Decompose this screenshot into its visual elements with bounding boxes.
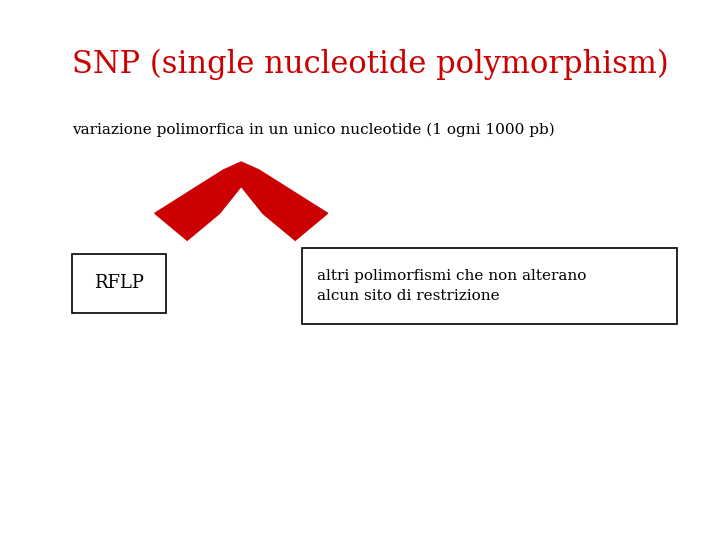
Text: SNP (single nucleotide polymorphism): SNP (single nucleotide polymorphism): [72, 49, 669, 80]
Polygon shape: [155, 162, 328, 240]
FancyBboxPatch shape: [302, 248, 677, 324]
FancyBboxPatch shape: [72, 254, 166, 313]
Text: altri polimorfismi che non alterano
alcun sito di restrizione: altri polimorfismi che non alterano alcu…: [317, 269, 586, 303]
Text: RFLP: RFLP: [94, 274, 144, 293]
Text: variazione polimorfica in un unico nucleotide (1 ogni 1000 pb): variazione polimorfica in un unico nucle…: [72, 123, 554, 137]
